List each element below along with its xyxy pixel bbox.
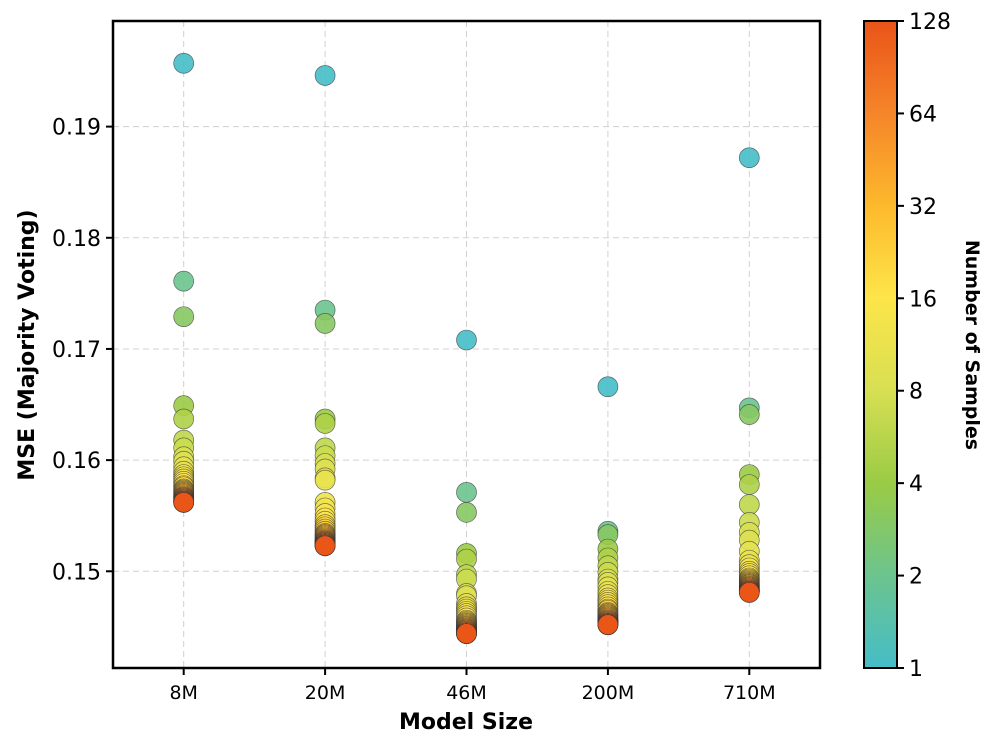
- data-point: [314, 413, 336, 434]
- data-point: [173, 52, 195, 74]
- data-point: [314, 535, 336, 557]
- y-tick-label: 0.18: [52, 227, 101, 252]
- colorbar-tick-label: 64: [909, 102, 937, 127]
- y-tick-label: 0.19: [52, 116, 101, 141]
- colorbar-tick-label: 16: [909, 287, 937, 312]
- data-point: [314, 469, 336, 491]
- data-point: [738, 404, 760, 425]
- colorbar-tick-label: 128: [909, 10, 951, 35]
- data-point: [456, 502, 477, 523]
- data-point: [456, 482, 477, 503]
- colorbar-ticks: 1 2 4 8 16 32 64 128: [897, 10, 951, 682]
- data-point: [738, 474, 760, 495]
- x-tick-label: 8M: [169, 682, 197, 704]
- x-tick-label: 46M: [446, 682, 487, 704]
- y-tick-label: 0.17: [52, 338, 101, 363]
- colorbar: [863, 20, 898, 669]
- data-point: [456, 329, 477, 351]
- colorbar-tick-label: 8: [909, 380, 923, 405]
- colorbar-title: Number of Samples: [961, 240, 983, 450]
- y-axis-title: MSE (Majority Voting): [15, 209, 40, 480]
- data-point: [597, 614, 619, 635]
- data-points: [173, 52, 760, 644]
- y-tick-label: 0.15: [52, 560, 101, 585]
- y-tick-label: 0.16: [52, 449, 101, 474]
- x-axis-ticks: 8M 20M 46M 200M 710M: [169, 668, 776, 704]
- colorbar-tick-label: 1: [909, 657, 923, 682]
- colorbar-tick-label: 4: [909, 472, 923, 497]
- data-point: [738, 494, 760, 515]
- data-point: [456, 623, 477, 644]
- colorbar-tick-label: 32: [909, 195, 937, 220]
- data-point: [314, 65, 336, 86]
- data-point: [597, 376, 619, 398]
- data-point: [173, 408, 195, 430]
- x-tick-label: 710M: [723, 682, 776, 704]
- data-point: [738, 582, 760, 603]
- data-point: [173, 270, 195, 292]
- data-point: [314, 313, 336, 334]
- data-point: [738, 147, 760, 169]
- colorbar-tick-label: 2: [909, 565, 923, 590]
- x-tick-label: 200M: [582, 682, 635, 704]
- data-point: [173, 306, 195, 328]
- data-point: [173, 492, 195, 513]
- x-tick-label: 20M: [305, 682, 346, 704]
- x-axis-title: Model Size: [399, 710, 533, 735]
- y-axis-ticks: 0.15 0.16 0.17 0.18 0.19: [52, 116, 113, 585]
